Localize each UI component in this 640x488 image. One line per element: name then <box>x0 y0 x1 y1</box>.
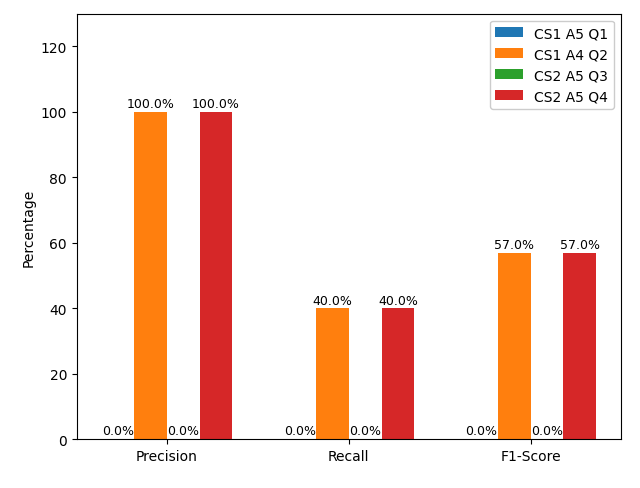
Text: 40.0%: 40.0% <box>378 294 418 307</box>
Text: 0.0%: 0.0% <box>349 425 381 438</box>
Bar <box>563 253 596 439</box>
Y-axis label: Percentage: Percentage <box>21 188 35 266</box>
Text: 0.0%: 0.0% <box>284 425 316 438</box>
Text: 0.0%: 0.0% <box>102 425 134 438</box>
Text: 57.0%: 57.0% <box>494 239 534 251</box>
Text: 0.0%: 0.0% <box>465 425 497 438</box>
Text: 100.0%: 100.0% <box>127 98 175 111</box>
Text: 40.0%: 40.0% <box>312 294 353 307</box>
Bar <box>498 253 531 439</box>
Bar <box>200 113 232 439</box>
Text: 0.0%: 0.0% <box>167 425 199 438</box>
Legend: CS1 A5 Q1, CS1 A4 Q2, CS2 A5 Q3, CS2 A5 Q4: CS1 A5 Q1, CS1 A4 Q2, CS2 A5 Q3, CS2 A5 … <box>490 21 614 109</box>
Bar <box>134 113 167 439</box>
Text: 100.0%: 100.0% <box>192 98 240 111</box>
Bar <box>316 308 349 439</box>
Text: 0.0%: 0.0% <box>531 425 563 438</box>
Bar <box>381 308 414 439</box>
Text: 57.0%: 57.0% <box>560 239 600 251</box>
